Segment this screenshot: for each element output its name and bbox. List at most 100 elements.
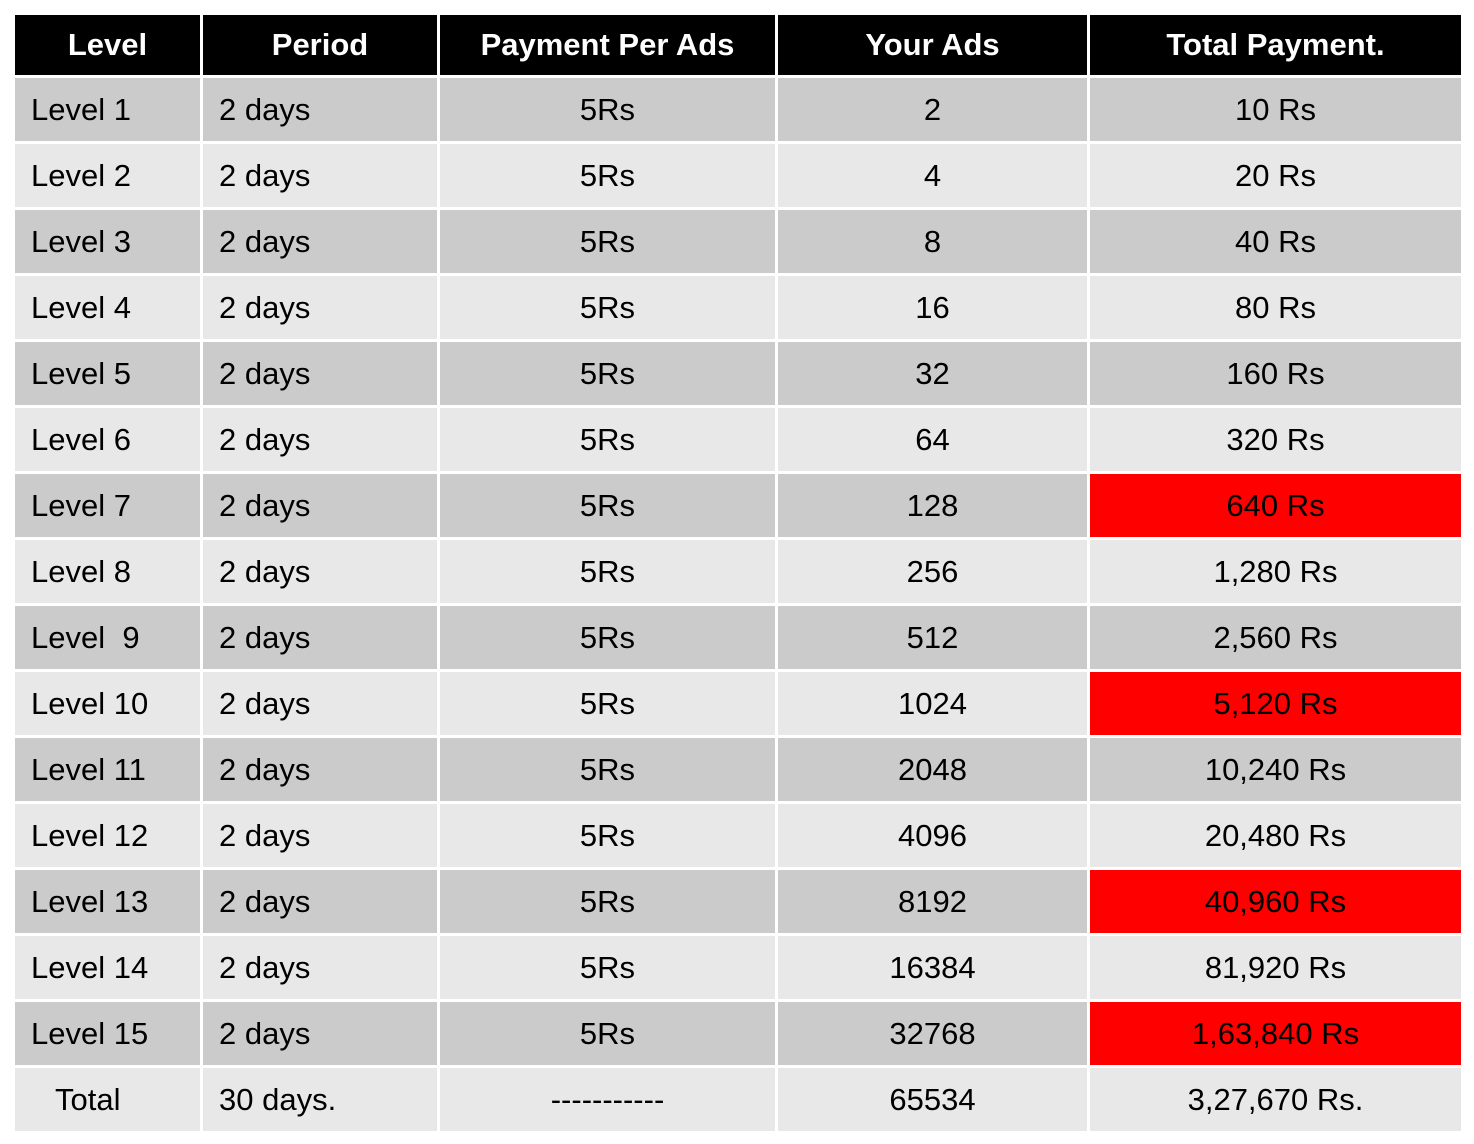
payment-per-ads-cell: 5Rs	[437, 75, 778, 144]
total-payment-cell: 81,920 Rs	[1087, 933, 1464, 1002]
total-period-cell: 30 days.	[200, 1065, 440, 1134]
level-cell: Level 10	[12, 669, 203, 738]
total-payment-cell: 40,960 Rs	[1087, 867, 1464, 936]
payment-per-ads-cell: 5Rs	[437, 471, 778, 540]
total-payment-cell: 80 Rs	[1087, 273, 1464, 342]
header-level: Level	[12, 12, 203, 78]
payment-per-ads-cell: 5Rs	[437, 603, 778, 672]
total-payment-cell: 1,63,840 Rs	[1087, 999, 1464, 1068]
total-payment-cell: 40 Rs	[1087, 207, 1464, 276]
period-cell: 2 days	[200, 999, 440, 1068]
total-payment-cell: 160 Rs	[1087, 339, 1464, 408]
payment-per-ads-cell: 5Rs	[437, 867, 778, 936]
level-cell: Level 8	[12, 537, 203, 606]
level-cell: Level 7	[12, 471, 203, 540]
period-cell: 2 days	[200, 405, 440, 474]
header-your-ads: Your Ads	[775, 12, 1090, 78]
total-total-payment-cell: 3,27,670 Rs.	[1087, 1065, 1464, 1134]
payment-per-ads-cell: 5Rs	[437, 735, 778, 804]
table-row: Level 15 2 days 5Rs 32768 1,63,840 Rs	[12, 999, 1464, 1068]
payment-per-ads-cell: 5Rs	[437, 207, 778, 276]
table-row: Level 10 2 days 5Rs 1024 5,120 Rs	[12, 669, 1464, 738]
total-your-ads-cell: 65534	[775, 1065, 1090, 1134]
your-ads-cell: 4096	[775, 801, 1090, 870]
total-payment-cell: 640 Rs	[1087, 471, 1464, 540]
payment-per-ads-cell: 5Rs	[437, 669, 778, 738]
payment-table: Level Period Payment Per Ads Your Ads To…	[12, 12, 1464, 1134]
level-cell: Level 1	[12, 75, 203, 144]
period-cell: 2 days	[200, 537, 440, 606]
level-cell: Level 9	[12, 603, 203, 672]
payment-per-ads-cell: 5Rs	[437, 933, 778, 1002]
total-payment-cell: 20 Rs	[1087, 141, 1464, 210]
total-row: Total 30 days. ----------- 65534 3,27,670 Rs…	[12, 1065, 1464, 1134]
your-ads-cell: 512	[775, 603, 1090, 672]
level-cell: Level 3	[12, 207, 203, 276]
total-payment-per-ads-cell: -----------	[437, 1065, 778, 1134]
level-cell: Level 2	[12, 141, 203, 210]
total-payment-cell: 10 Rs	[1087, 75, 1464, 144]
total-payment-cell: 5,120 Rs	[1087, 669, 1464, 738]
period-cell: 2 days	[200, 471, 440, 540]
period-cell: 2 days	[200, 339, 440, 408]
header-total-payment: Total Payment.	[1087, 12, 1464, 78]
your-ads-cell: 1024	[775, 669, 1090, 738]
your-ads-cell: 2	[775, 75, 1090, 144]
total-payment-cell: 2,560 Rs	[1087, 603, 1464, 672]
your-ads-cell: 8	[775, 207, 1090, 276]
period-cell: 2 days	[200, 801, 440, 870]
period-cell: 2 days	[200, 933, 440, 1002]
your-ads-cell: 16	[775, 273, 1090, 342]
level-cell: Level 14	[12, 933, 203, 1002]
payment-per-ads-cell: 5Rs	[437, 339, 778, 408]
header-period: Period	[200, 12, 440, 78]
your-ads-cell: 16384	[775, 933, 1090, 1002]
payment-per-ads-cell: 5Rs	[437, 141, 778, 210]
level-cell: Level 11	[12, 735, 203, 804]
table-row: Level 13 2 days 5Rs 8192 40,960 Rs	[12, 867, 1464, 936]
level-cell: Level 6	[12, 405, 203, 474]
total-level-cell: Total	[12, 1065, 203, 1134]
your-ads-cell: 8192	[775, 867, 1090, 936]
period-cell: 2 days	[200, 75, 440, 144]
your-ads-cell: 2048	[775, 735, 1090, 804]
period-cell: 2 days	[200, 603, 440, 672]
level-cell: Level 12	[12, 801, 203, 870]
total-payment-cell: 20,480 Rs	[1087, 801, 1464, 870]
your-ads-cell: 32768	[775, 999, 1090, 1068]
payment-per-ads-cell: 5Rs	[437, 537, 778, 606]
your-ads-cell: 128	[775, 471, 1090, 540]
payment-per-ads-cell: 5Rs	[437, 999, 778, 1068]
payment-per-ads-cell: 5Rs	[437, 405, 778, 474]
period-cell: 2 days	[200, 207, 440, 276]
level-cell: Level 15	[12, 999, 203, 1068]
your-ads-cell: 256	[775, 537, 1090, 606]
period-cell: 2 days	[200, 141, 440, 210]
period-cell: 2 days	[200, 273, 440, 342]
table-row: Level 14 2 days 5Rs 16384 81,920 Rs	[12, 933, 1464, 1002]
period-cell: 2 days	[200, 669, 440, 738]
total-payment-cell: 1,280 Rs	[1087, 537, 1464, 606]
level-cell: Level 13	[12, 867, 203, 936]
header-row: Level Period Payment Per Ads Your Ads To…	[12, 12, 1464, 78]
payment-per-ads-cell: 5Rs	[437, 273, 778, 342]
total-payment-cell: 10,240 Rs	[1087, 735, 1464, 804]
your-ads-cell: 32	[775, 339, 1090, 408]
your-ads-cell: 64	[775, 405, 1090, 474]
period-cell: 2 days	[200, 867, 440, 936]
total-payment-cell: 320 Rs	[1087, 405, 1464, 474]
level-cell: Level 5	[12, 339, 203, 408]
payment-per-ads-cell: 5Rs	[437, 801, 778, 870]
period-cell: 2 days	[200, 735, 440, 804]
table-row: Level 12 2 days 5Rs 4096 20,480 Rs	[12, 801, 1464, 870]
header-payment-per-ads: Payment Per Ads	[437, 12, 778, 78]
